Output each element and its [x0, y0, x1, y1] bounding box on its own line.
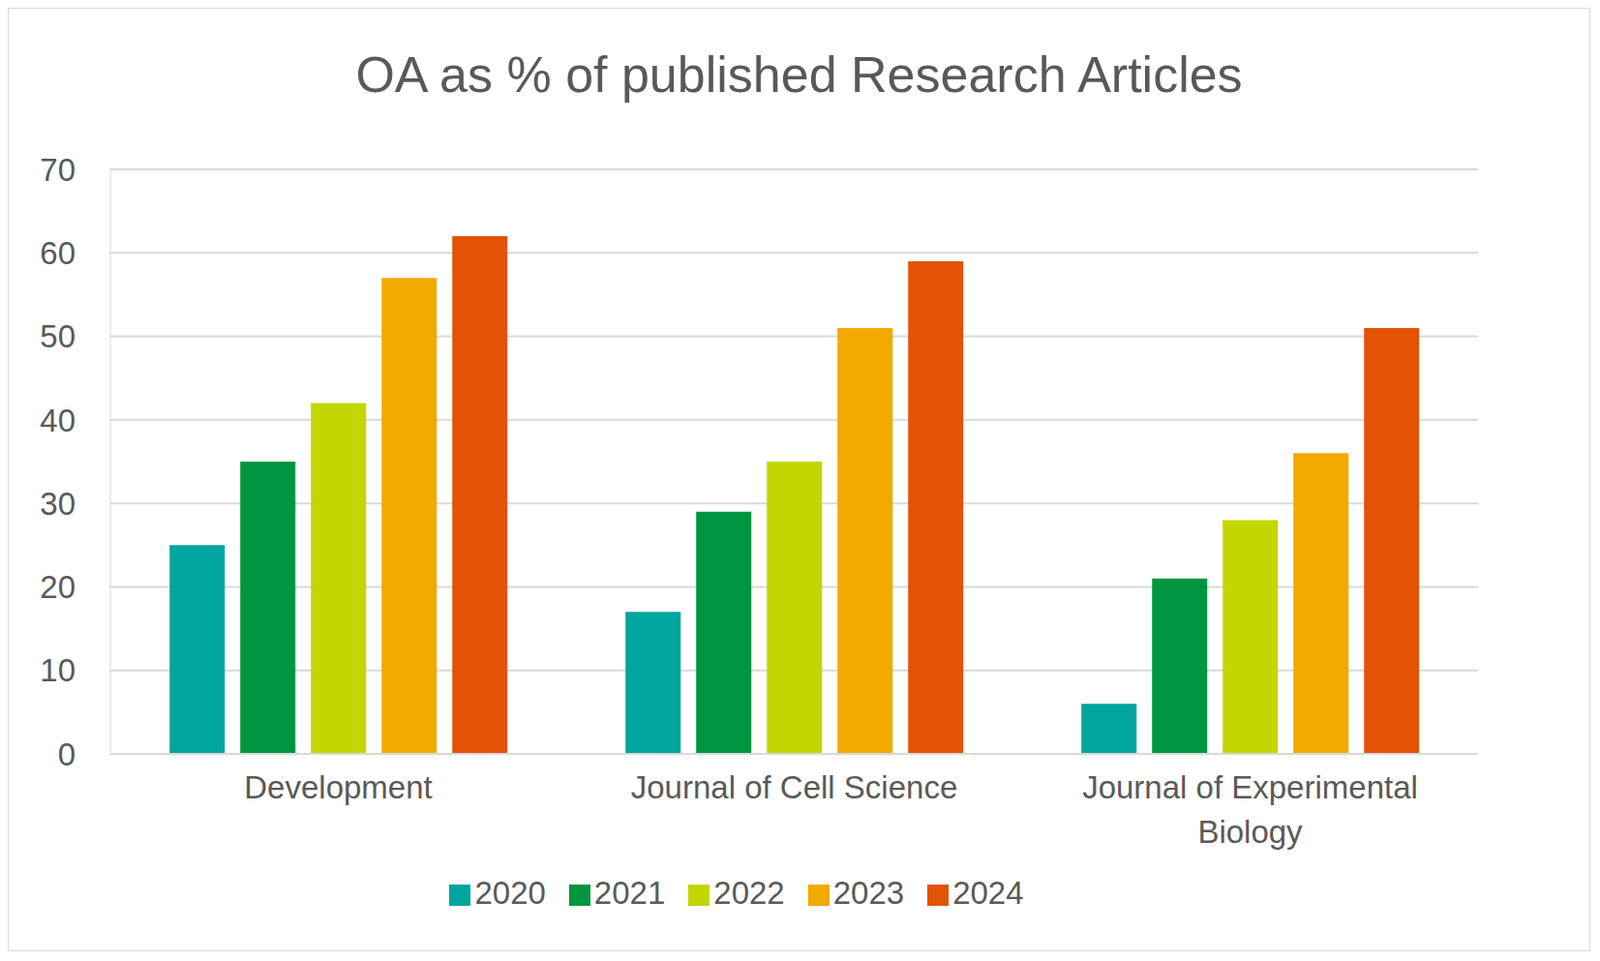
- html-text:OA as % of published Research: OA as % of published Research Articles: [355, 46, 1243, 103]
- html-text:2022: 2022: [713, 875, 785, 911]
- html-text:2020: 2020: [474, 875, 546, 911]
- html-text:2021: 2021: [594, 875, 666, 911]
- svg-text:0: 0: [58, 736, 76, 773]
- svg-text:50: 50: [39, 318, 76, 355]
- svg-text:70: 70: [39, 151, 76, 188]
- svg-text:Journal of ExperimentalBiology: Journal of ExperimentalBiology: [1082, 769, 1419, 850]
- svg-text:30: 30: [39, 485, 76, 522]
- svg-text:20: 20: [39, 569, 76, 605]
- svg-text:40: 40: [39, 402, 76, 439]
- html-text:2024: 2024: [952, 875, 1024, 911]
- svg-text:10: 10: [39, 652, 76, 689]
- svg-text:Development: Development: [243, 769, 432, 806]
- svg-text:Journal of Cell Science: Journal of Cell Science: [631, 769, 959, 806]
- html-text:2023: 2023: [833, 875, 905, 911]
- svg-text:60: 60: [39, 235, 76, 272]
